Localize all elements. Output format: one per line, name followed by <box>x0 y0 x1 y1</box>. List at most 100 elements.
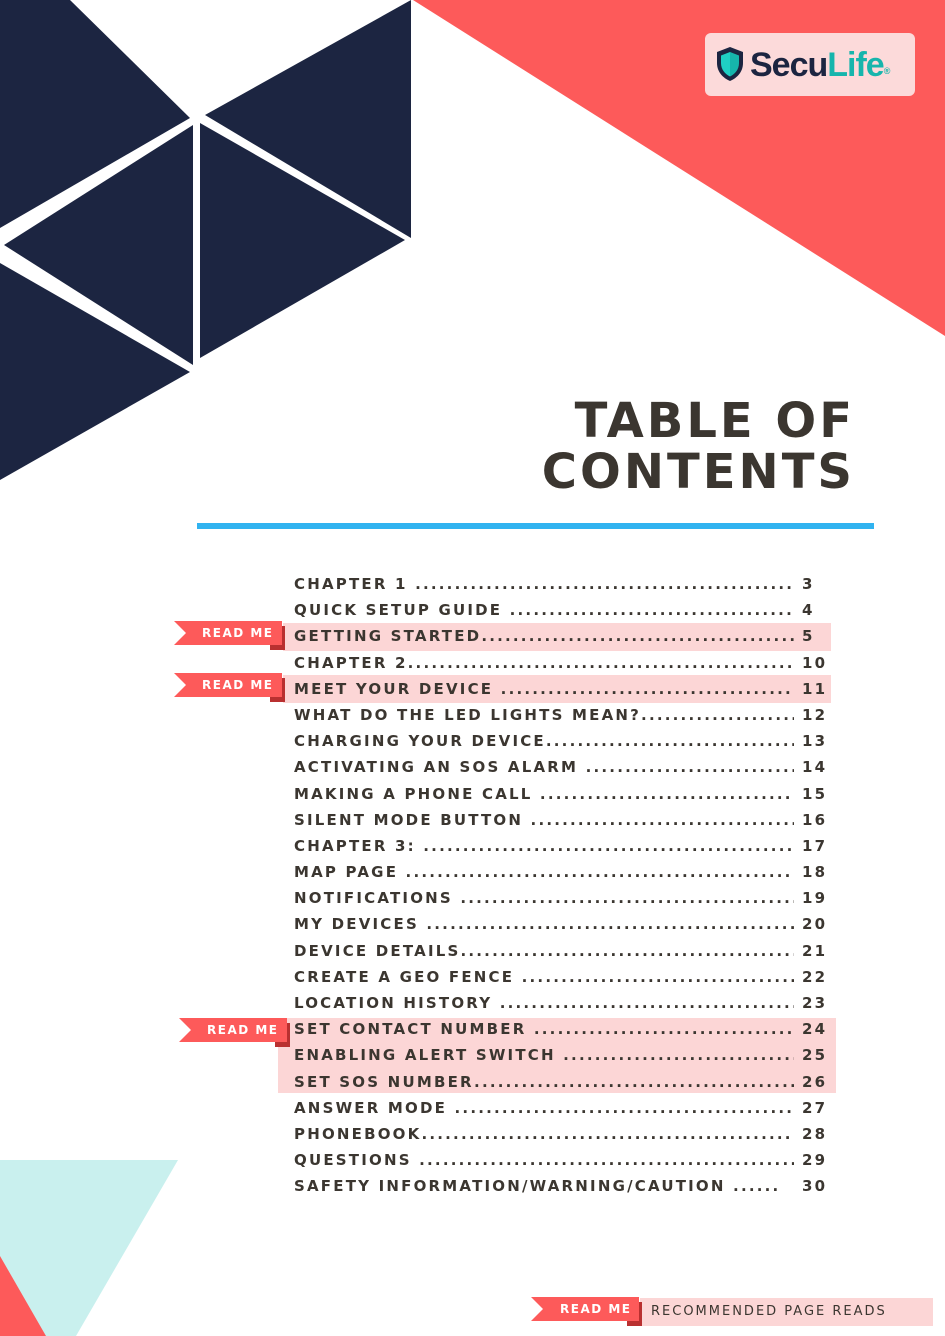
toc-entry[interactable]: SET CONTACT NUMBER .....................… <box>294 1016 834 1042</box>
toc-entry[interactable]: PHONEBOOK...............................… <box>294 1121 834 1147</box>
toc-entry-label: CREATE A GEO FENCE .....................… <box>294 967 794 986</box>
toc-entry-label: GETTING STARTED.........................… <box>294 627 794 646</box>
navy-triangle-6 <box>0 0 60 40</box>
toc-entry-label: MAKING A PHONE CALL ....................… <box>294 784 794 803</box>
toc-entry-label: ENABLING ALERT SWITCH ..................… <box>294 1046 794 1065</box>
toc-entry-page: 23 <box>802 994 828 1012</box>
toc-entry-label: WHAT DO THE LED LIGHTS MEAN?............… <box>294 705 794 724</box>
navy-triangle-5 <box>0 263 190 480</box>
title-line-2: CONTENTS <box>541 444 855 500</box>
coral-triangle-bottom-left <box>0 1256 46 1336</box>
toc-entry[interactable]: ANSWER MODE ............................… <box>294 1095 834 1121</box>
read-me-tag: READ ME <box>174 673 286 702</box>
toc-entry[interactable]: SET SOS NUMBER..........................… <box>294 1069 834 1095</box>
toc-entry[interactable]: CHAPTER 3: .............................… <box>294 833 834 859</box>
toc-entry[interactable]: ENABLING ALERT SWITCH ..................… <box>294 1042 834 1068</box>
toc-entry-page: 14 <box>802 758 828 777</box>
toc-entry-page: 13 <box>802 732 828 751</box>
toc-entry-label: DEVICE DETAILS..........................… <box>294 941 794 960</box>
toc-entry[interactable]: NOTIFICATIONS ..........................… <box>294 885 834 911</box>
legend-text: RECOMMENDED PAGE READS <box>651 1304 887 1319</box>
toc-entry-page: 27 <box>802 1098 828 1117</box>
toc-entry-label: ACTIVATING AN SOS ALARM ................… <box>294 758 794 777</box>
toc-entry[interactable]: ACTIVATING AN SOS ALARM ................… <box>294 754 834 780</box>
highlight-contact-numbers <box>278 1018 836 1093</box>
navy-triangle-2 <box>205 0 411 238</box>
toc-entry-page: 5 <box>802 627 815 646</box>
toc-entry-label: CHAPTER 3: .............................… <box>294 836 794 855</box>
shield-icon <box>717 47 743 81</box>
toc-entry-page: 28 <box>802 1124 828 1143</box>
page-title: TABLE OF CONTENTS <box>542 396 855 498</box>
toc-entry-label: ANSWER MODE ............................… <box>294 1098 794 1117</box>
registered-mark: ® <box>883 66 891 76</box>
toc-entry-label: SET SOS NUMBER..........................… <box>294 1072 794 1091</box>
toc-entry-page: 17 <box>802 836 828 855</box>
toc-entry[interactable]: GETTING STARTED.........................… <box>294 623 834 649</box>
read-me-label: READ ME <box>202 626 274 640</box>
brand-name-part1: Secu <box>750 46 828 84</box>
toc-entry-label: NOTIFICATIONS ..........................… <box>294 889 794 908</box>
toc-entry-label: SILENT MODE BUTTON .....................… <box>294 810 794 829</box>
toc-list: CHAPTER 1 ..............................… <box>294 571 834 1200</box>
toc-entry-label: QUESTIONS ..............................… <box>294 1151 794 1170</box>
toc-entry-label: QUICK SETUP GUIDE ......................… <box>294 601 794 620</box>
read-me-tag: READ ME <box>179 1018 291 1047</box>
toc-entry-label: CHAPTER 1 ..............................… <box>294 575 794 593</box>
read-me-label: READ ME <box>207 1023 279 1037</box>
toc-entry[interactable]: WHAT DO THE LED LIGHTS MEAN?............… <box>294 702 834 728</box>
toc-entry-label: MAP PAGE ...............................… <box>294 863 794 882</box>
highlight-getting-started <box>283 623 831 651</box>
toc-entry-page: 18 <box>802 863 828 882</box>
toc-entry-page: 26 <box>802 1072 828 1091</box>
toc-entry[interactable]: QUICK SETUP GUIDE ......................… <box>294 597 834 623</box>
toc-entry[interactable]: MAKING A PHONE CALL ....................… <box>294 781 834 807</box>
toc-entry-page: 21 <box>802 941 828 960</box>
mint-triangle-bottom-left <box>0 1160 178 1336</box>
toc-entry-page: 20 <box>802 915 828 934</box>
toc-entry-label: SAFETY INFORMATION/WARNING/CAUTION .....… <box>294 1177 781 1196</box>
toc-entry-label: MEET YOUR DEVICE .......................… <box>294 679 794 698</box>
toc-entry-page: 30 <box>802 1177 828 1196</box>
title-line-1: TABLE OF <box>574 393 855 449</box>
toc-entry[interactable]: QUESTIONS ..............................… <box>294 1147 834 1173</box>
legend-highlight <box>640 1298 933 1326</box>
navy-triangle-4 <box>4 125 193 365</box>
toc-entry-label: LOCATION HISTORY .......................… <box>294 994 794 1012</box>
toc-entry[interactable]: SILENT MODE BUTTON .....................… <box>294 807 834 833</box>
brand-name-part2: Life <box>827 46 884 84</box>
toc-entry[interactable]: CHAPTER 2...............................… <box>294 650 834 676</box>
toc-entry-page: 15 <box>802 784 828 803</box>
toc-entry[interactable]: CREATE A GEO FENCE .....................… <box>294 964 834 990</box>
read-me-label: READ ME <box>202 678 274 692</box>
toc-entry-page: 24 <box>802 1020 828 1039</box>
toc-entry-page: 25 <box>802 1046 828 1065</box>
toc-entry-page: 3 <box>802 575 815 593</box>
brand-name: SecuLife® <box>750 45 890 91</box>
toc-entry-label: SET CONTACT NUMBER .....................… <box>294 1020 794 1039</box>
toc-entry-page: 16 <box>802 810 828 829</box>
toc-entry-label: MY DEVICES .............................… <box>294 915 794 934</box>
toc-entry-page: 10 <box>802 653 828 672</box>
toc-entry-page: 4 <box>802 601 815 620</box>
toc-entry-page: 11 <box>802 679 828 698</box>
toc-entry-label: PHONEBOOK...............................… <box>294 1124 794 1143</box>
seculife-logo: SecuLife® <box>705 33 915 96</box>
read-me-tag: READ ME <box>174 621 286 650</box>
toc-entry-page: 19 <box>802 889 828 908</box>
navy-triangle-1 <box>0 0 190 228</box>
toc-entry-page: 29 <box>802 1151 828 1170</box>
legend-read-me-tag: READ ME <box>531 1297 643 1326</box>
toc-entry[interactable]: LOCATION HISTORY .......................… <box>294 990 834 1016</box>
highlight-meet-your-device <box>283 675 831 703</box>
toc-entry[interactable]: CHARGING YOUR DEVICE....................… <box>294 728 834 754</box>
navy-triangle-3 <box>200 123 405 358</box>
toc-entry[interactable]: MEET YOUR DEVICE .......................… <box>294 676 834 702</box>
toc-entry[interactable]: DEVICE DETAILS..........................… <box>294 938 834 964</box>
toc-entry-page: 12 <box>802 705 828 724</box>
toc-entry[interactable]: MY DEVICES .............................… <box>294 911 834 937</box>
toc-entry[interactable]: MAP PAGE ...............................… <box>294 859 834 885</box>
toc-entry[interactable]: CHAPTER 1 ..............................… <box>294 571 834 597</box>
toc-entry-page: 22 <box>802 967 828 986</box>
toc-entry[interactable]: SAFETY INFORMATION/WARNING/CAUTION .....… <box>294 1173 834 1199</box>
